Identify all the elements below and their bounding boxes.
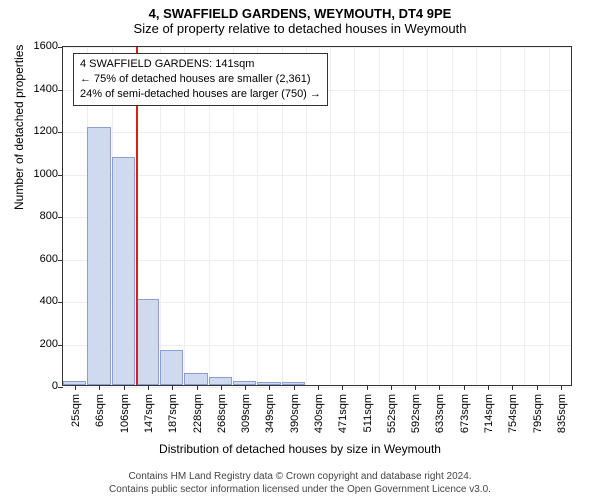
x-tick-label: 552sqm [386, 394, 398, 433]
x-tick-label: 390sqm [289, 394, 301, 433]
x-tick [99, 385, 100, 390]
x-tick [269, 385, 270, 390]
footer-line1: Contains HM Land Registry data © Crown c… [0, 470, 600, 483]
histogram-bar [136, 299, 159, 385]
grid-horizontal [63, 132, 571, 133]
y-tick [58, 90, 63, 91]
x-tick-label: 430sqm [313, 394, 325, 433]
x-tick-label: 754sqm [507, 394, 519, 433]
x-tick-label: 268sqm [216, 394, 228, 433]
y-tick [58, 302, 63, 303]
x-tick-label: 795sqm [532, 394, 544, 433]
y-tick-label: 600 [18, 253, 58, 265]
x-tick-label: 25sqm [70, 394, 82, 427]
histogram-bar [209, 377, 232, 386]
x-tick-label: 511sqm [362, 394, 374, 432]
title-address: 4, SWAFFIELD GARDENS, WEYMOUTH, DT4 9PE [0, 0, 600, 21]
x-tick-label: 471sqm [337, 394, 349, 433]
x-tick [245, 385, 246, 390]
plot-area: 4 SWAFFIELD GARDENS: 141sqm ← 75% of det… [62, 46, 572, 386]
y-tick-label: 1400 [18, 83, 58, 95]
y-tick-label: 200 [18, 338, 58, 350]
x-tick [294, 385, 295, 390]
y-tick-label: 1000 [18, 168, 58, 180]
grid-vertical [427, 47, 428, 385]
grid-vertical [500, 47, 501, 385]
histogram-bar [233, 381, 256, 385]
x-tick-label: 349sqm [264, 394, 276, 433]
y-tick-label: 400 [18, 295, 58, 307]
title-subtitle: Size of property relative to detached ho… [0, 21, 600, 40]
y-tick-label: 1600 [18, 40, 58, 52]
grid-vertical [403, 47, 404, 385]
grid-vertical [476, 47, 477, 385]
x-tick-label: 309sqm [240, 394, 252, 433]
x-tick [391, 385, 392, 390]
grid-vertical [330, 47, 331, 385]
x-tick [221, 385, 222, 390]
histogram-bar [112, 157, 135, 385]
grid-horizontal [63, 47, 571, 48]
x-tick [512, 385, 513, 390]
x-tick-label: 592sqm [410, 394, 422, 433]
histogram-bar [282, 382, 305, 385]
annotation-line2: ← 75% of detached houses are smaller (2,… [80, 72, 321, 87]
x-tick [197, 385, 198, 390]
x-tick [75, 385, 76, 390]
y-tick-label: 1200 [18, 125, 58, 137]
grid-vertical [379, 47, 380, 385]
histogram-bar [160, 350, 183, 385]
x-tick-label: 66sqm [94, 394, 106, 427]
annotation-line1: 4 SWAFFIELD GARDENS: 141sqm [80, 57, 321, 72]
y-tick [58, 47, 63, 48]
y-tick [58, 387, 63, 388]
x-tick [318, 385, 319, 390]
y-tick [58, 345, 63, 346]
footer: Contains HM Land Registry data © Crown c… [0, 470, 600, 496]
x-tick [415, 385, 416, 390]
x-tick-label: 106sqm [119, 394, 131, 433]
x-tick [464, 385, 465, 390]
grid-horizontal [63, 387, 571, 388]
grid-horizontal [63, 217, 571, 218]
y-tick [58, 175, 63, 176]
x-tick-label: 633sqm [434, 394, 446, 433]
x-tick [439, 385, 440, 390]
grid-horizontal [63, 260, 571, 261]
grid-vertical [524, 47, 525, 385]
x-tick [537, 385, 538, 390]
x-tick [367, 385, 368, 390]
chart-container: 4, SWAFFIELD GARDENS, WEYMOUTH, DT4 9PE … [0, 0, 600, 500]
x-tick [148, 385, 149, 390]
x-tick-label: 187sqm [167, 394, 179, 433]
y-tick-label: 800 [18, 210, 58, 222]
x-tick [172, 385, 173, 390]
x-tick-label: 228sqm [192, 394, 204, 433]
y-tick [58, 260, 63, 261]
x-tick-label: 147sqm [143, 394, 155, 433]
y-tick [58, 132, 63, 133]
histogram-bar [63, 381, 86, 385]
footer-line2: Contains public sector information licen… [0, 483, 600, 496]
histogram-bar [87, 127, 110, 385]
annotation-box: 4 SWAFFIELD GARDENS: 141sqm ← 75% of det… [73, 53, 328, 106]
y-tick-label: 0 [18, 380, 58, 392]
y-tick [58, 217, 63, 218]
histogram-bar [257, 382, 280, 385]
grid-vertical [354, 47, 355, 385]
grid-vertical [452, 47, 453, 385]
x-tick [561, 385, 562, 390]
grid-horizontal [63, 175, 571, 176]
x-tick-label: 673sqm [459, 394, 471, 433]
x-tick [124, 385, 125, 390]
histogram-bar [184, 373, 207, 385]
annotation-line3: 24% of semi-detached houses are larger (… [80, 87, 321, 102]
x-axis-label: Distribution of detached houses by size … [0, 442, 600, 456]
x-tick-label: 835sqm [556, 394, 568, 433]
x-tick [342, 385, 343, 390]
x-tick [488, 385, 489, 390]
x-tick-label: 714sqm [483, 394, 495, 433]
grid-vertical [549, 47, 550, 385]
